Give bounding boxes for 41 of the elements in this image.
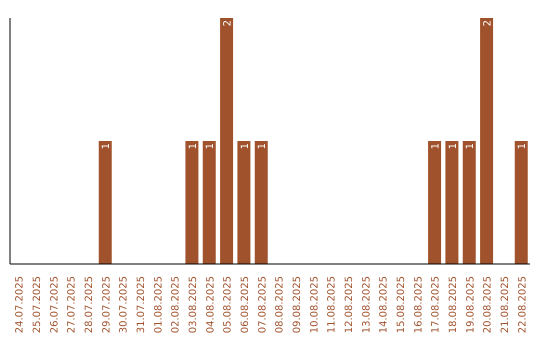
x-tick-label: 05.08.2025 xyxy=(222,276,234,334)
x-tick-label: 25.07.2025 xyxy=(32,276,43,334)
x-tick-label: 31.07.2025 xyxy=(136,276,147,334)
data-label: 1 xyxy=(205,143,216,150)
x-tick-label: 06.08.2025 xyxy=(240,276,251,334)
data-label: 1 xyxy=(257,143,268,150)
x-tick-label: 02.08.2025 xyxy=(170,276,182,334)
x-tick-label: 27.07.2025 xyxy=(66,276,78,334)
x-tick-label: 17.08.2025 xyxy=(430,276,442,334)
x-tick-label: 01.08.2025 xyxy=(153,276,164,334)
x-tick-label: 26.07.2025 xyxy=(49,276,60,334)
x-tick-label: 04.08.2025 xyxy=(205,276,216,334)
x-tick-label: 18.08.2025 xyxy=(448,276,459,334)
x-tick-label: 12.08.2025 xyxy=(344,276,355,334)
data-label: 1 xyxy=(188,143,199,150)
x-tick-label: 21.08.2025 xyxy=(500,276,511,334)
data-label: 1 xyxy=(448,143,459,150)
x-tick-label: 03.08.2025 xyxy=(188,276,199,334)
x-tick-label: 08.08.2025 xyxy=(274,276,286,334)
x-tick-label: 30.07.2025 xyxy=(118,276,130,334)
x-tick-label: 14.08.2025 xyxy=(378,276,390,334)
x-tick-label: 24.07.2025 xyxy=(14,276,26,334)
x-tick-label: 28.07.2025 xyxy=(84,276,95,334)
x-tick-label: 10.08.2025 xyxy=(309,276,320,334)
data-label: 1 xyxy=(101,143,112,150)
x-tick-label: 20.08.2025 xyxy=(482,276,494,334)
x-tick-label: 22.08.2025 xyxy=(517,276,528,334)
data-label: 1 xyxy=(240,143,251,150)
data-label: 1 xyxy=(465,143,476,150)
data-label: 1 xyxy=(517,143,528,150)
data-label: 2 xyxy=(222,20,234,26)
x-tick-label: 07.08.2025 xyxy=(257,276,268,334)
x-tick-label: 09.08.2025 xyxy=(292,276,303,334)
x-tick-label: 15.08.2025 xyxy=(396,276,407,334)
data-label: 2 xyxy=(482,20,494,26)
x-tick-label: 16.08.2025 xyxy=(413,276,424,334)
x-tick-label: 13.08.2025 xyxy=(361,276,372,334)
x-tick-label: 11.08.2025 xyxy=(326,276,338,334)
x-tick-label: 19.08.2025 xyxy=(465,276,476,334)
x-tick-label: 29.07.2025 xyxy=(101,276,112,334)
data-label: 1 xyxy=(430,143,442,150)
